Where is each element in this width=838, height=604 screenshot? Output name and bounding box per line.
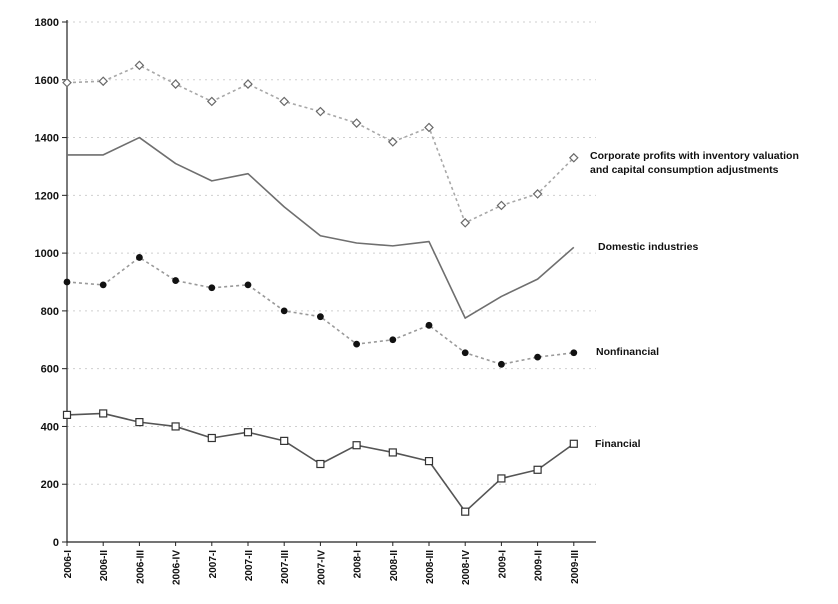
series-line: [66, 64, 575, 224]
data-point-square: [207, 433, 216, 443]
data-point-square: [533, 465, 542, 474]
data-point-square: [424, 457, 434, 466]
series-label: Domestic industries: [598, 241, 699, 253]
series-label: Nonfinancial: [596, 346, 659, 358]
x-tick-label: 2009-I: [497, 550, 508, 579]
data-point-diamond: [243, 79, 253, 89]
data-point-square: [62, 410, 72, 419]
data-point-diamond: [98, 76, 109, 87]
y-tick-label: 800: [41, 306, 59, 318]
data-point-diamond: [351, 118, 362, 128]
y-tick-label: 400: [41, 421, 59, 433]
series-line: [67, 136, 575, 319]
data-point-diamond: [315, 106, 326, 117]
data-point-dot: [208, 284, 216, 292]
x-tick-label: 2008-I: [353, 550, 364, 579]
data-point-square: [352, 441, 361, 450]
x-tick-label: 2008-IV: [461, 550, 472, 585]
y-tick-label: 600: [41, 364, 59, 376]
data-point-square: [569, 439, 578, 448]
y-tick-label: 1200: [35, 190, 59, 202]
data-point-diamond: [532, 189, 543, 199]
series-label: Corporate profits with inventory valuati…: [590, 150, 799, 162]
data-point-diamond: [170, 79, 181, 89]
y-tick-label: 1600: [35, 75, 59, 87]
data-point-square: [135, 418, 144, 427]
data-point-square: [388, 448, 397, 457]
data-point-diamond: [460, 217, 471, 228]
gridlines: [67, 21, 596, 485]
data-point-diamond: [387, 137, 398, 147]
data-point-diamond: [496, 200, 507, 211]
axes: 0 200 400 600 800 1000 1200 1400 1600 1800 2006-I 2…: [35, 17, 596, 585]
x-tick-label: 2008-III: [425, 550, 436, 584]
y-tick-label: 1400: [35, 133, 59, 145]
data-point-diamond: [206, 96, 217, 107]
data-point-dot: [461, 349, 469, 357]
data-point-dot: [425, 321, 433, 329]
y-tick-label: 200: [41, 479, 59, 491]
data-point-dot: [172, 277, 180, 284]
y-tick-label: 0: [53, 537, 59, 549]
data-point-square: [243, 428, 253, 437]
data-point-dot: [317, 313, 324, 321]
x-tick-label: 2009-II: [534, 550, 545, 581]
data-point-diamond: [279, 96, 290, 107]
x-tick-label: 2006-IV: [172, 550, 183, 585]
x-tick-label: 2008-II: [389, 550, 400, 581]
data-point-dot: [280, 307, 288, 315]
data-point-dot: [534, 353, 541, 361]
y-tick-label: 1800: [35, 17, 59, 29]
y-tick-label: 1000: [35, 248, 59, 260]
data-point-diamond: [424, 122, 434, 133]
series-group: [62, 60, 579, 516]
data-point-dot: [498, 360, 505, 368]
data-point-dot: [244, 281, 252, 289]
data-point-square: [99, 409, 108, 418]
data-point-dot: [63, 278, 71, 286]
data-point-square: [497, 474, 506, 483]
data-point-diamond: [568, 152, 579, 163]
x-tick-label: 2009-III: [570, 550, 581, 584]
data-point-square: [171, 422, 180, 431]
data-point-dot: [136, 254, 143, 261]
data-point-square: [280, 436, 289, 445]
series-label: Financial: [595, 438, 641, 450]
data-point-diamond: [62, 77, 72, 88]
x-tick-label: 2006-III: [135, 550, 146, 584]
x-tick-label: 2007-I: [208, 550, 219, 579]
x-tick-label: 2006-II: [99, 550, 110, 581]
x-tick-label: 2007-II: [244, 550, 255, 581]
data-point-dot: [389, 336, 397, 344]
data-point-square: [316, 459, 325, 469]
data-point-diamond: [134, 60, 145, 71]
data-point-dot: [353, 340, 360, 348]
x-tick-label: 2007-IV: [316, 550, 327, 585]
series-label: and capital consumption adjustments: [590, 164, 779, 176]
series-labels: Corporate profits with inventory valuati…: [590, 150, 799, 450]
data-point-dot: [99, 281, 107, 289]
data-point-dot: [570, 349, 578, 357]
data-point-square: [461, 507, 470, 516]
x-tick-label: 2007-III: [280, 550, 291, 584]
series-line: [66, 256, 574, 366]
x-tick-label: 2006-I: [63, 550, 74, 579]
